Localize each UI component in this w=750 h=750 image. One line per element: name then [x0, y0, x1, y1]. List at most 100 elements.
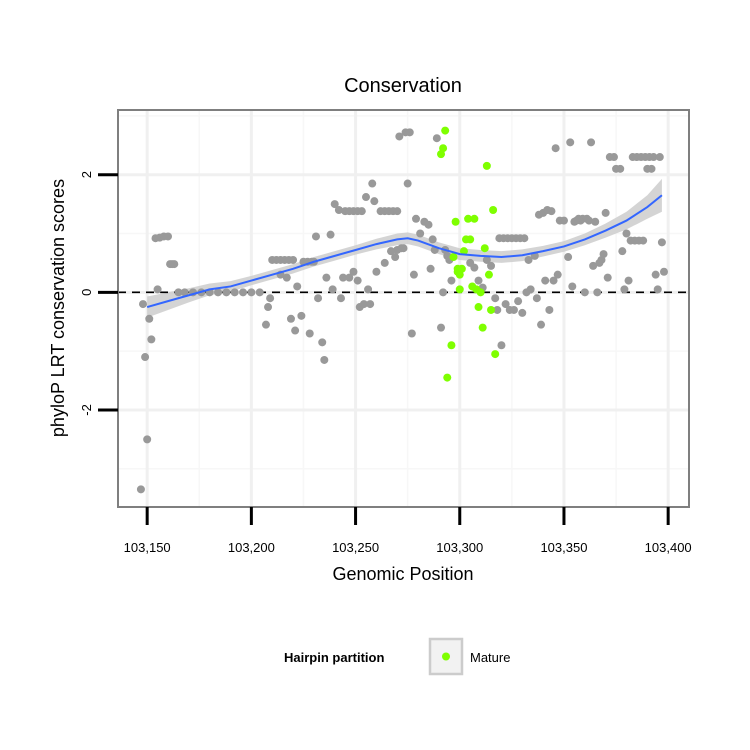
mature-point: [447, 341, 456, 350]
hairpin-point: [589, 261, 598, 270]
hairpin-point: [320, 355, 329, 364]
hairpin-point: [380, 258, 389, 267]
hairpin-point: [447, 276, 456, 285]
chart-title: Conservation: [344, 75, 462, 97]
mature-point: [470, 214, 479, 223]
hairpin-point: [230, 288, 239, 297]
hairpin-point: [326, 230, 335, 239]
hairpin-point: [314, 294, 323, 303]
hairpin-point: [214, 288, 223, 297]
hairpin-point: [491, 294, 500, 303]
hairpin-point: [139, 300, 148, 309]
mature-point: [466, 235, 475, 244]
hairpin-point: [328, 285, 337, 294]
hairpin-point: [497, 341, 506, 350]
hairpin-point: [364, 285, 373, 294]
hairpin-point: [609, 153, 618, 162]
hairpin-point: [622, 229, 631, 238]
mature-point: [441, 126, 450, 135]
hairpin-point: [566, 138, 575, 147]
hairpin-point: [618, 247, 627, 256]
y-tick-label: 0: [79, 289, 94, 296]
hairpin-point: [620, 285, 629, 294]
hairpin-point: [603, 273, 612, 282]
hairpin-point: [141, 353, 150, 362]
hairpin-point: [584, 216, 593, 225]
mature-point: [491, 350, 500, 359]
hairpin-point: [593, 288, 602, 297]
hairpin-point: [424, 220, 433, 229]
hairpin-point: [393, 207, 402, 216]
hairpin-point: [659, 267, 668, 276]
hairpin-point: [345, 273, 354, 282]
mature-point: [457, 264, 466, 273]
hairpin-point: [391, 253, 400, 262]
hairpin-point: [405, 128, 414, 137]
hairpin-point: [426, 264, 435, 273]
hairpin-point: [305, 329, 314, 338]
hairpin-point: [549, 276, 558, 285]
mature-point: [482, 161, 491, 170]
mature-point: [449, 253, 458, 262]
hairpin-point: [428, 235, 437, 244]
x-tick-label: 103,200: [228, 540, 275, 555]
hairpin-point: [180, 288, 189, 297]
hairpin-point: [170, 260, 179, 269]
hairpin-point: [289, 255, 298, 264]
hairpin-point: [349, 267, 358, 276]
x-axis-title: Genomic Position: [332, 564, 473, 584]
hairpin-point: [372, 267, 381, 276]
hairpin-point: [532, 294, 541, 303]
legend-mature-swatch: [442, 652, 450, 661]
x-axis: 103,150 103,200 103,250 103,300 103,350 103,4…: [124, 507, 692, 555]
hairpin-point: [514, 297, 523, 306]
hairpin-point: [639, 236, 648, 245]
hairpin-point: [526, 285, 535, 294]
hairpin-point: [518, 308, 527, 317]
hairpin-point: [412, 214, 421, 223]
hairpin-point: [501, 300, 510, 309]
x-tick-label: 103,150: [124, 540, 171, 555]
hairpin-point: [330, 200, 339, 209]
hairpin-point: [153, 285, 162, 294]
mature-point: [476, 288, 485, 297]
hairpin-point: [357, 207, 366, 216]
hairpin-point: [437, 323, 446, 332]
hairpin-point: [416, 229, 425, 238]
x-tick-label: 103,250: [332, 540, 379, 555]
hairpin-point: [591, 217, 600, 226]
hairpin-point: [322, 273, 331, 282]
smooth-fit-layer: [146, 194, 663, 308]
mature-point: [484, 270, 493, 279]
hairpin-point: [339, 273, 348, 282]
hairpin-point: [311, 232, 320, 241]
hairpin-point: [651, 270, 660, 279]
hairpin-point: [353, 276, 362, 285]
hairpin-point: [547, 207, 556, 216]
hairpin-point: [564, 253, 573, 262]
hairpin-point: [174, 288, 183, 297]
hairpin-point: [334, 205, 343, 214]
legend-title: Hairpin partition: [284, 650, 384, 665]
mature-point: [464, 214, 473, 223]
hairpin-point: [239, 288, 248, 297]
legend-key-box: [428, 637, 464, 676]
hairpin-point: [524, 255, 533, 264]
mature-point: [443, 373, 452, 382]
hairpin-point: [551, 144, 560, 153]
hairpin-point: [537, 320, 546, 329]
hairpin-point: [587, 138, 596, 147]
x-tick-label: 103,350: [540, 540, 587, 555]
x-tick-label: 103,400: [645, 540, 692, 555]
hairpin-point: [482, 255, 491, 264]
hairpin-point: [541, 276, 550, 285]
hairpin-point: [361, 193, 370, 202]
y-axis-title: phyloP LRT conservation scores: [48, 179, 68, 437]
hairpin-point: [470, 263, 479, 272]
hairpin-point: [286, 314, 295, 323]
hairpin-point: [647, 164, 656, 173]
legend: Hairpin partition Mature: [284, 637, 510, 676]
hairpin-point: [520, 234, 529, 243]
hairpin-point: [409, 270, 418, 279]
hairpin-point: [487, 261, 496, 270]
